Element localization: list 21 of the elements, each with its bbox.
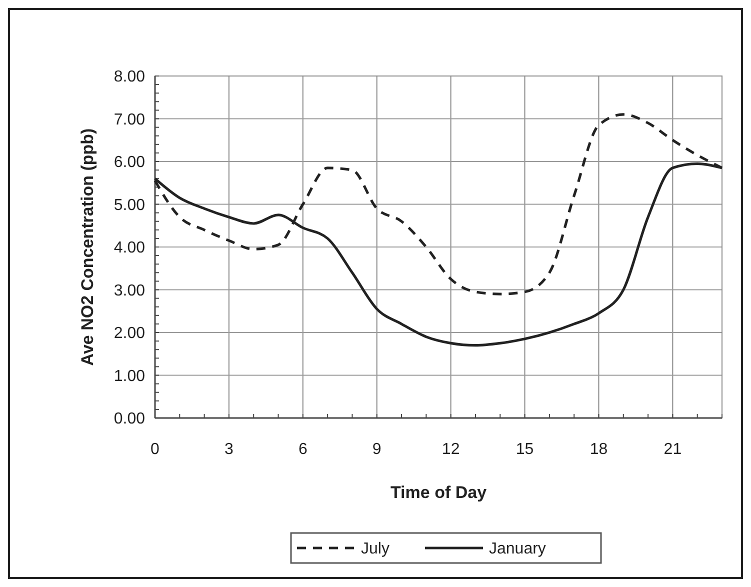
y-tick-label: 8.00 bbox=[114, 68, 146, 86]
y-axis-title: Ave NO2 Concentration (ppb) bbox=[78, 128, 97, 366]
x-tick-label: 12 bbox=[442, 441, 460, 458]
x-tick-label: 15 bbox=[516, 441, 534, 458]
y-tick-label: 4.00 bbox=[114, 240, 146, 257]
y-tick-label: 3.00 bbox=[114, 282, 146, 300]
legend-label: July bbox=[361, 540, 390, 558]
x-tick-label: 0 bbox=[150, 441, 160, 458]
y-tick-label: 2.00 bbox=[114, 325, 146, 342]
x-tick-label: 9 bbox=[372, 441, 382, 458]
y-tick-label: 7.00 bbox=[114, 111, 146, 128]
x-tick-label: 3 bbox=[224, 441, 234, 458]
x-tick-label: 18 bbox=[590, 441, 608, 458]
y-tick-label: 6.00 bbox=[114, 154, 146, 172]
y-tick-label: 1.00 bbox=[114, 368, 146, 385]
y-tick-label: 0.00 bbox=[114, 410, 146, 428]
x-axis-title: Time of Day bbox=[390, 483, 488, 502]
x-tick-label: 21 bbox=[664, 441, 682, 458]
legend-label: January bbox=[489, 540, 546, 558]
x-tick-label: 6 bbox=[298, 441, 308, 458]
y-tick-label: 5.00 bbox=[114, 196, 146, 214]
